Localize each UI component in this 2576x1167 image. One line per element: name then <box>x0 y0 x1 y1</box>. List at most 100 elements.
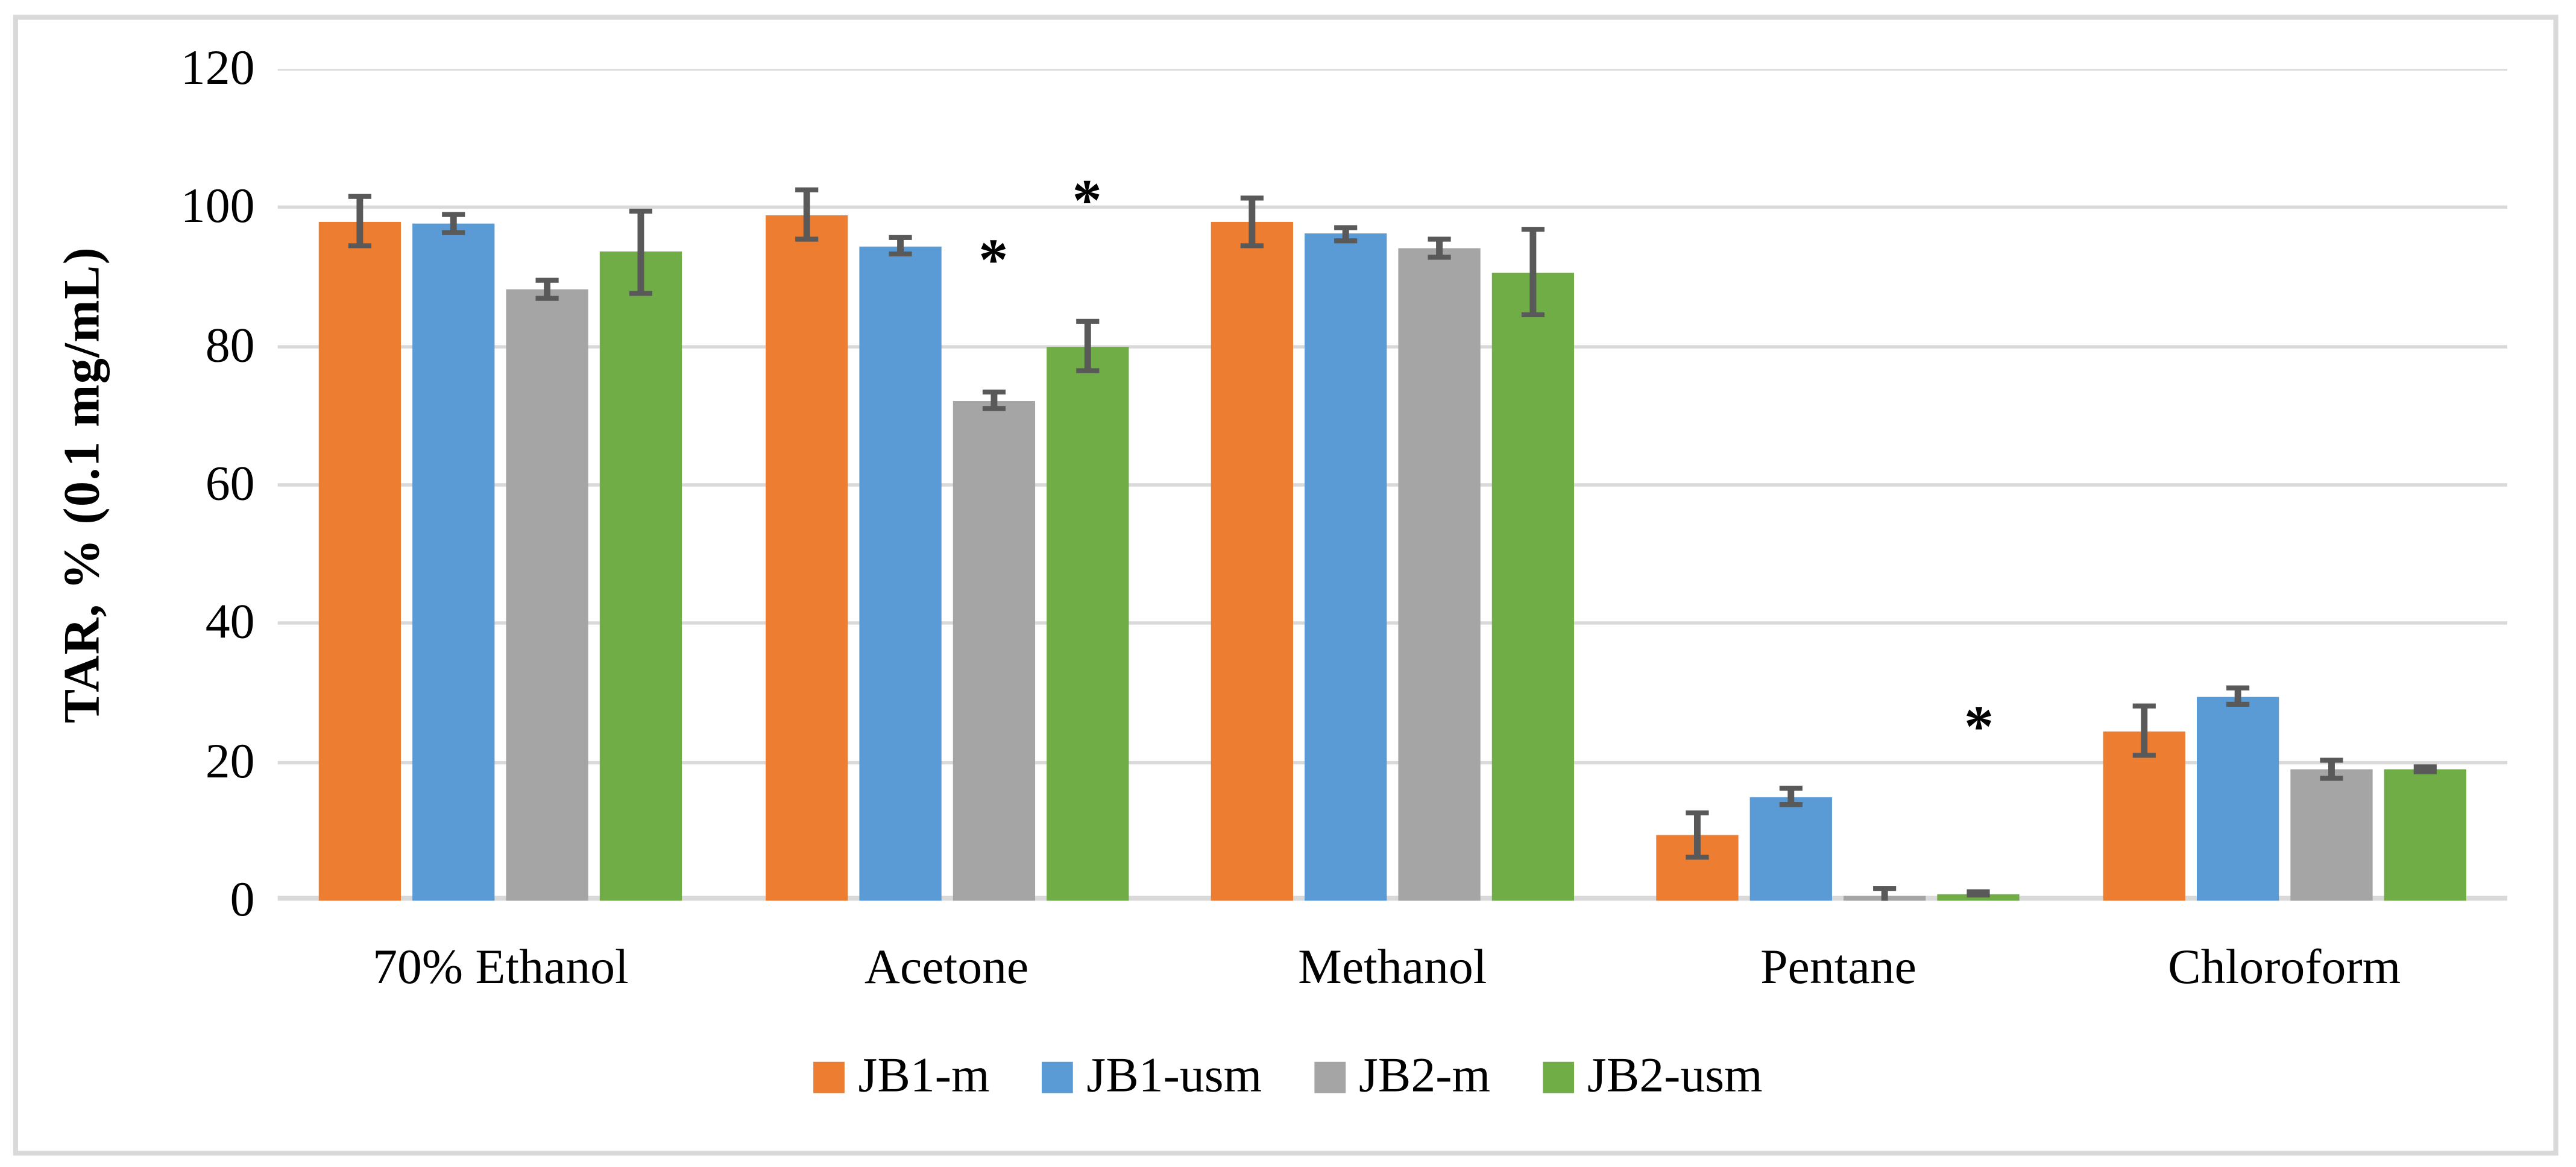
error-bar-jb2-usm-methanol-line <box>1529 230 1537 315</box>
error-bar-jb1-usm-methanol-line <box>1342 227 1349 241</box>
error-bar-jb2-usm-methanol-bottom-cap <box>1521 312 1545 317</box>
error-bar-jb2-usm-70-ethanol-line <box>638 210 644 294</box>
x-label-pentane: Pentane <box>1760 940 1916 995</box>
legend-swatch-jb1-m <box>813 1061 845 1093</box>
legend-swatch-jb2-m <box>1314 1061 1346 1093</box>
bar-jb2-usm-acetone <box>1046 346 1129 901</box>
y-tick-label-60: 60 <box>205 457 255 511</box>
error-bar-jb2-m-70-ethanol-top-cap <box>536 277 559 282</box>
legend-swatch-jb1-usm <box>1042 1061 1074 1093</box>
legend-item-jb1-m: JB1-m <box>813 1048 990 1105</box>
significance-asterisk-jb2-m-acetone: * <box>978 226 1009 293</box>
error-bar-jb1-m-methanol-bottom-cap <box>1240 243 1264 248</box>
error-bar-jb1-m-chloroform-bottom-cap <box>2132 753 2156 759</box>
error-bar-jb2-m-acetone-line <box>990 392 997 409</box>
error-bar-jb1-m-70-ethanol-top-cap <box>348 194 372 200</box>
error-bar-jb1-m-pentane-top-cap <box>1686 809 1710 815</box>
error-bar-jb1-usm-pentane-top-cap <box>1780 786 1803 791</box>
significance-asterisk-jb2-usm-acetone: * <box>1072 167 1102 233</box>
bar-jb2-m-70-ethanol <box>506 288 589 901</box>
legend-item-jb2-usm: JB2-usm <box>1543 1048 1763 1105</box>
error-bar-jb2-usm-chloroform-bottom-cap <box>2413 768 2437 774</box>
error-bar-jb1-usm-70-ethanol-top-cap <box>442 212 465 218</box>
error-bar-jb2-m-methanol-line <box>1436 239 1443 257</box>
x-label-methanol: Methanol <box>1298 940 1487 995</box>
error-bar-jb1-m-70-ethanol-line <box>356 196 364 247</box>
error-bar-jb2-m-pentane-line <box>1882 887 1889 901</box>
chart-border <box>13 14 2559 1156</box>
bar-jb2-m-acetone <box>952 400 1034 901</box>
error-bar-jb1-m-70-ethanol-bottom-cap <box>348 244 372 249</box>
error-bar-jb1-usm-pentane-bottom-cap <box>1780 802 1803 808</box>
error-bar-jb2-m-chloroform-top-cap <box>2319 757 2343 763</box>
gridline <box>277 761 2508 764</box>
bar-jb1-usm-methanol <box>1305 234 1387 901</box>
x-label-70-ethanol: 70% Ethanol <box>373 940 629 995</box>
error-bar-jb2-m-pentane-top-cap <box>1874 885 1897 890</box>
error-bar-jb1-usm-methanol-top-cap <box>1334 224 1358 230</box>
error-bar-jb2-m-acetone-bottom-cap <box>981 406 1005 411</box>
error-bar-jb1-usm-chloroform-bottom-cap <box>2226 702 2249 707</box>
error-bar-jb2-usm-acetone-line <box>1083 321 1091 371</box>
x-axis-line <box>277 896 2508 901</box>
error-bar-jb1-m-pentane-line <box>1695 812 1701 858</box>
bar-jb1-usm-chloroform <box>2196 696 2279 901</box>
error-bar-jb1-usm-acetone-bottom-cap <box>888 251 912 257</box>
error-bar-jb1-m-methanol-line <box>1249 197 1256 246</box>
error-bar-jb2-usm-pentane-bottom-cap <box>1967 893 1991 898</box>
bar-jb2-m-chloroform <box>2290 769 2373 901</box>
error-bar-jb2-m-70-ethanol-bottom-cap <box>536 295 559 300</box>
bar-jb1-usm-pentane <box>1750 797 1833 901</box>
legend-item-jb1-usm: JB1-usm <box>1042 1049 1262 1105</box>
legend-label-jb2-usm: JB2-usm <box>1587 1048 1763 1103</box>
gridline <box>277 344 2508 348</box>
y-tick-label-0: 0 <box>230 873 255 928</box>
bar-jb1-m-acetone <box>764 214 848 901</box>
x-label-acetone: Acetone <box>864 940 1029 995</box>
bar-jb1-usm-acetone <box>858 245 941 901</box>
bar-jb2-usm-70-ethanol <box>600 251 682 901</box>
error-bar-jb1-usm-chloroform-line <box>2234 688 2241 705</box>
error-bar-jb2-usm-methanol-top-cap <box>1521 227 1545 233</box>
gridline <box>277 206 2508 210</box>
gridline <box>277 483 2508 487</box>
error-bar-jb1-m-chloroform-line <box>2140 706 2147 756</box>
significance-asterisk-jb2-usm-pentane: * <box>1964 694 1994 760</box>
error-bar-jb2-usm-chloroform-top-cap <box>2413 764 2437 770</box>
error-bar-jb2-usm-70-ethanol-top-cap <box>629 207 653 213</box>
plot-area: * * * <box>277 69 2508 901</box>
error-bar-jb2-usm-acetone-bottom-cap <box>1075 368 1099 373</box>
y-tick-label-80: 80 <box>205 318 255 373</box>
error-bar-jb2-usm-pentane-top-cap <box>1967 890 1991 895</box>
error-bar-jb1-usm-acetone-line <box>896 237 903 255</box>
error-bar-jb2-m-chloroform-line <box>2328 760 2335 779</box>
error-bar-jb2-m-methanol-top-cap <box>1428 236 1451 242</box>
bar-jb1-usm-70-ethanol <box>412 223 495 901</box>
y-tick-label-40: 40 <box>205 595 255 650</box>
error-bar-jb1-usm-70-ethanol-line <box>450 215 458 232</box>
bar-jb2-usm-methanol <box>1491 272 1575 901</box>
legend: JB1-m JB1-usm JB2-m JB2-usm <box>0 1040 2576 1113</box>
y-tick-label-20: 20 <box>205 734 255 789</box>
error-bar-jb1-m-acetone-bottom-cap <box>795 236 818 242</box>
legend-swatch-jb2-usm <box>1543 1061 1575 1093</box>
gridline <box>277 622 2508 625</box>
error-bar-jb2-m-methanol-bottom-cap <box>1428 254 1451 260</box>
error-bar-jb2-m-pentane-bottom-cap <box>1874 900 1897 901</box>
legend-label-jb1-m: JB1-m <box>858 1048 990 1103</box>
bar-jb1-m-70-ethanol <box>319 221 402 901</box>
legend-item-jb2-m: JB2-m <box>1314 1049 1490 1105</box>
error-bar-jb1-usm-chloroform-top-cap <box>2226 685 2249 691</box>
error-bar-jb1-usm-70-ethanol-bottom-cap <box>442 229 465 235</box>
error-bar-jb2-m-70-ethanol-line <box>544 279 551 298</box>
legend-label-jb2-m: JB2-m <box>1358 1048 1491 1103</box>
bar-jb2-m-methanol <box>1398 247 1481 901</box>
error-bar-jb2-m-chloroform-bottom-cap <box>2319 776 2343 781</box>
gridline <box>277 69 2508 71</box>
error-bar-jb1-m-methanol-top-cap <box>1240 195 1264 200</box>
error-bar-jb1-m-chloroform-top-cap <box>2132 703 2156 709</box>
legend-label-jb1-usm: JB1-usm <box>1086 1048 1262 1103</box>
error-bar-jb1-usm-methanol-bottom-cap <box>1334 238 1358 244</box>
